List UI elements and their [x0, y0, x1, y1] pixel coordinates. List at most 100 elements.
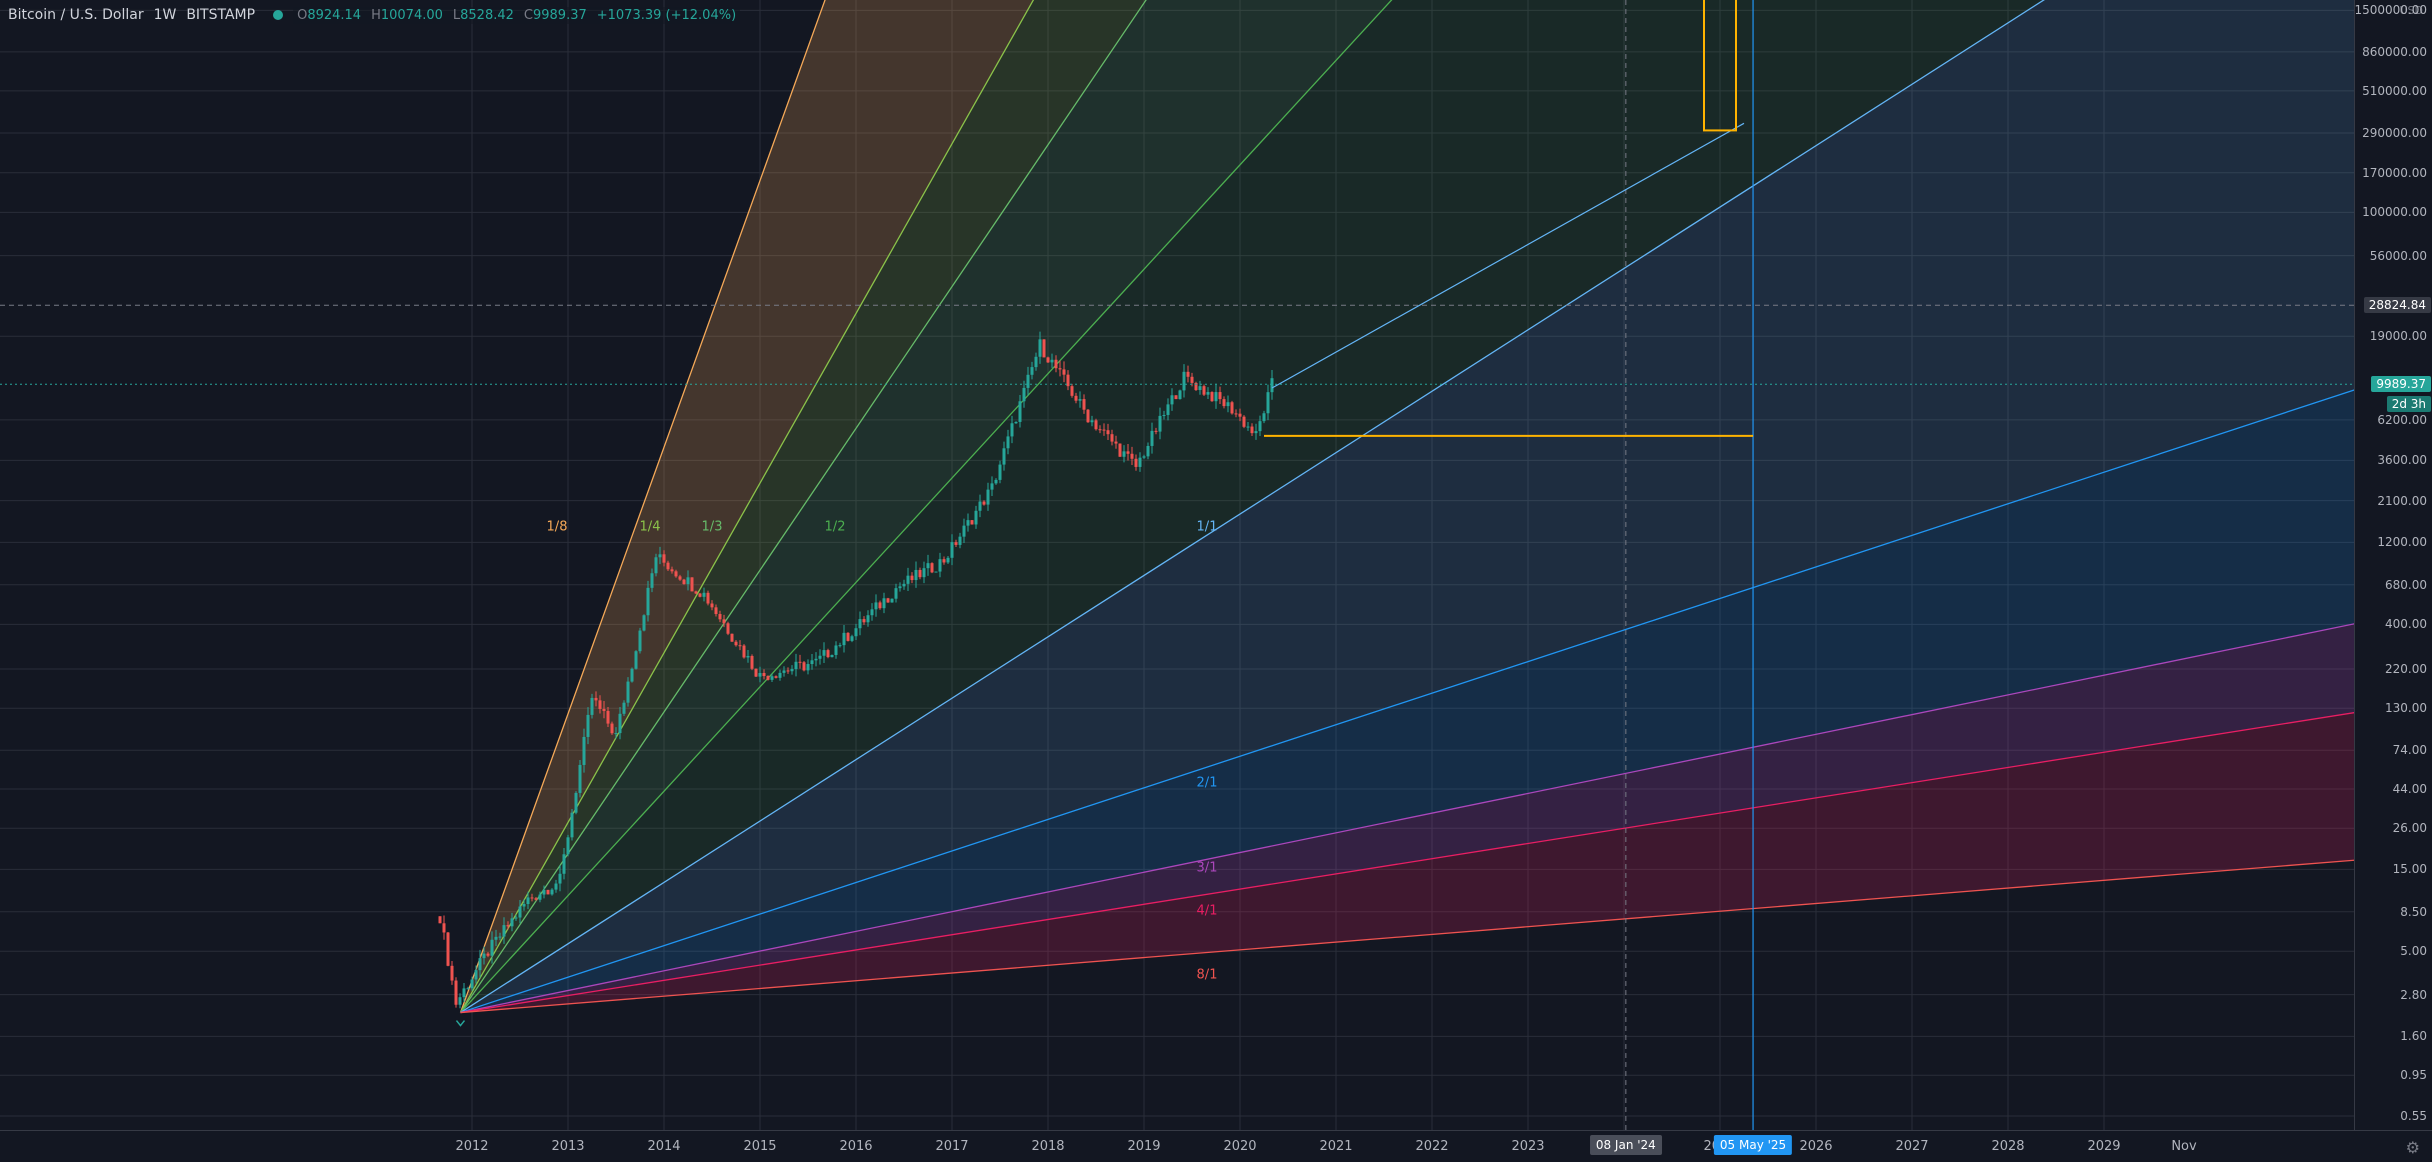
candle-body — [822, 650, 826, 656]
candle-body — [1222, 399, 1226, 407]
time-tick: 2017 — [935, 1139, 969, 1154]
candle-body — [1138, 457, 1142, 467]
candle-body — [994, 479, 998, 484]
candle-body — [834, 645, 838, 655]
candle-body — [1066, 374, 1070, 387]
candle-body — [1238, 413, 1242, 417]
time-axis[interactable]: 2012 2013 2014 2015 2016 2017 2018 2019 2020 2021… — [0, 1130, 2432, 1162]
candle-body — [902, 583, 906, 587]
candle-body — [646, 587, 650, 616]
candle-body — [790, 669, 794, 672]
candle-body — [1062, 369, 1066, 375]
candle-body — [782, 670, 786, 673]
gann-fan-label: 8/1 — [1196, 967, 1218, 983]
candle-body — [702, 592, 706, 597]
candle-body — [746, 655, 750, 658]
time-tick: 2022 — [1415, 1139, 1449, 1154]
candle-body — [930, 563, 934, 573]
candle-body — [722, 619, 726, 624]
candle-body — [1234, 413, 1238, 415]
settings-gear-icon[interactable]: ⚙ — [2405, 1138, 2420, 1157]
gann-fan-zone — [460, 0, 2354, 1013]
candle-body — [990, 483, 994, 490]
candle-body — [962, 525, 966, 537]
candle-body — [594, 697, 598, 701]
candle-body — [1110, 434, 1114, 442]
candle-body — [978, 501, 982, 511]
candle-body — [654, 557, 658, 574]
ohlc-close: C9989.37 — [523, 7, 587, 23]
candle-body — [1158, 415, 1162, 432]
candle-body — [554, 883, 558, 890]
candle-body — [966, 520, 970, 526]
candle-body — [458, 997, 462, 1005]
time-tick: 2020 — [1223, 1139, 1257, 1154]
price-axis[interactable]: USD 64000000.0038000000.0022000000.00130… — [2354, 0, 2432, 1130]
candle-body — [490, 939, 494, 956]
candle-body — [1162, 414, 1166, 416]
candle-body — [890, 598, 894, 603]
candle-body — [882, 598, 886, 609]
candle-body — [566, 837, 570, 855]
time-tick: 2014 — [647, 1139, 681, 1154]
time-tick: 2021 — [1319, 1139, 1353, 1154]
candle-body — [1018, 401, 1022, 422]
time-tick: 2029 — [2087, 1139, 2121, 1154]
candle-body — [1134, 458, 1138, 467]
price-tick: 5.00 — [2400, 944, 2427, 959]
candle-body — [1050, 359, 1054, 363]
candle-body — [1098, 429, 1102, 431]
price-tick: 510000.00 — [2362, 83, 2427, 98]
candle-body — [506, 925, 510, 927]
price-tick: 220.00 — [2385, 661, 2427, 676]
candle-body — [738, 645, 742, 647]
candle-body — [1230, 402, 1234, 414]
ohlc-high: H10074.00 — [371, 7, 443, 23]
candle-body — [1190, 376, 1194, 383]
candle-body — [1242, 416, 1246, 427]
currency-label: USD — [2399, 4, 2423, 17]
candle-body — [874, 602, 878, 610]
candle-body — [598, 700, 602, 709]
candle-body — [1094, 420, 1098, 430]
candle-body — [626, 681, 630, 703]
candle-body — [770, 676, 774, 680]
candle-body — [950, 542, 954, 558]
price-tick: 1200.00 — [2377, 535, 2427, 550]
candle-body — [662, 554, 666, 563]
candle-body — [838, 645, 842, 647]
time-tick: 2016 — [839, 1139, 873, 1154]
candle-body — [1198, 386, 1202, 391]
projection-arrow — [1271, 122, 1745, 389]
candle-body — [1154, 430, 1158, 432]
time-tick: 2023 — [1511, 1139, 1545, 1154]
symbol-name[interactable]: Bitcoin / U.S. Dollar — [8, 7, 144, 23]
candle-body — [1114, 441, 1118, 444]
candle-body — [1142, 456, 1146, 458]
bar-countdown-label: 2d 3h — [2386, 396, 2431, 413]
candle-body — [690, 577, 694, 592]
candle-body — [758, 673, 762, 677]
chart-canvas[interactable] — [0, 0, 2354, 1130]
candle-body — [886, 598, 890, 603]
candle-body — [666, 562, 670, 570]
candle-body — [1226, 402, 1230, 407]
candle-body — [870, 609, 874, 616]
time-tick: 2028 — [1991, 1139, 2025, 1154]
candle-body — [850, 636, 854, 641]
gann-fan-label: 1/3 — [701, 519, 723, 535]
price-tick: 2100.00 — [2377, 493, 2427, 508]
candle-body — [494, 936, 498, 940]
candle-body — [638, 630, 642, 652]
candle-body — [1042, 339, 1046, 358]
candle-body — [1266, 392, 1270, 414]
candle-body — [510, 918, 514, 927]
time-tick: 2026 — [1799, 1139, 1833, 1154]
candle-body — [1170, 395, 1174, 405]
candle-body — [866, 615, 870, 623]
candle-body — [986, 489, 990, 505]
interval-label[interactable]: 1W — [153, 7, 177, 23]
candle-body — [1250, 426, 1254, 434]
marker-date-label: 05 May '25 — [1713, 1135, 1793, 1155]
candle-body — [910, 575, 914, 581]
